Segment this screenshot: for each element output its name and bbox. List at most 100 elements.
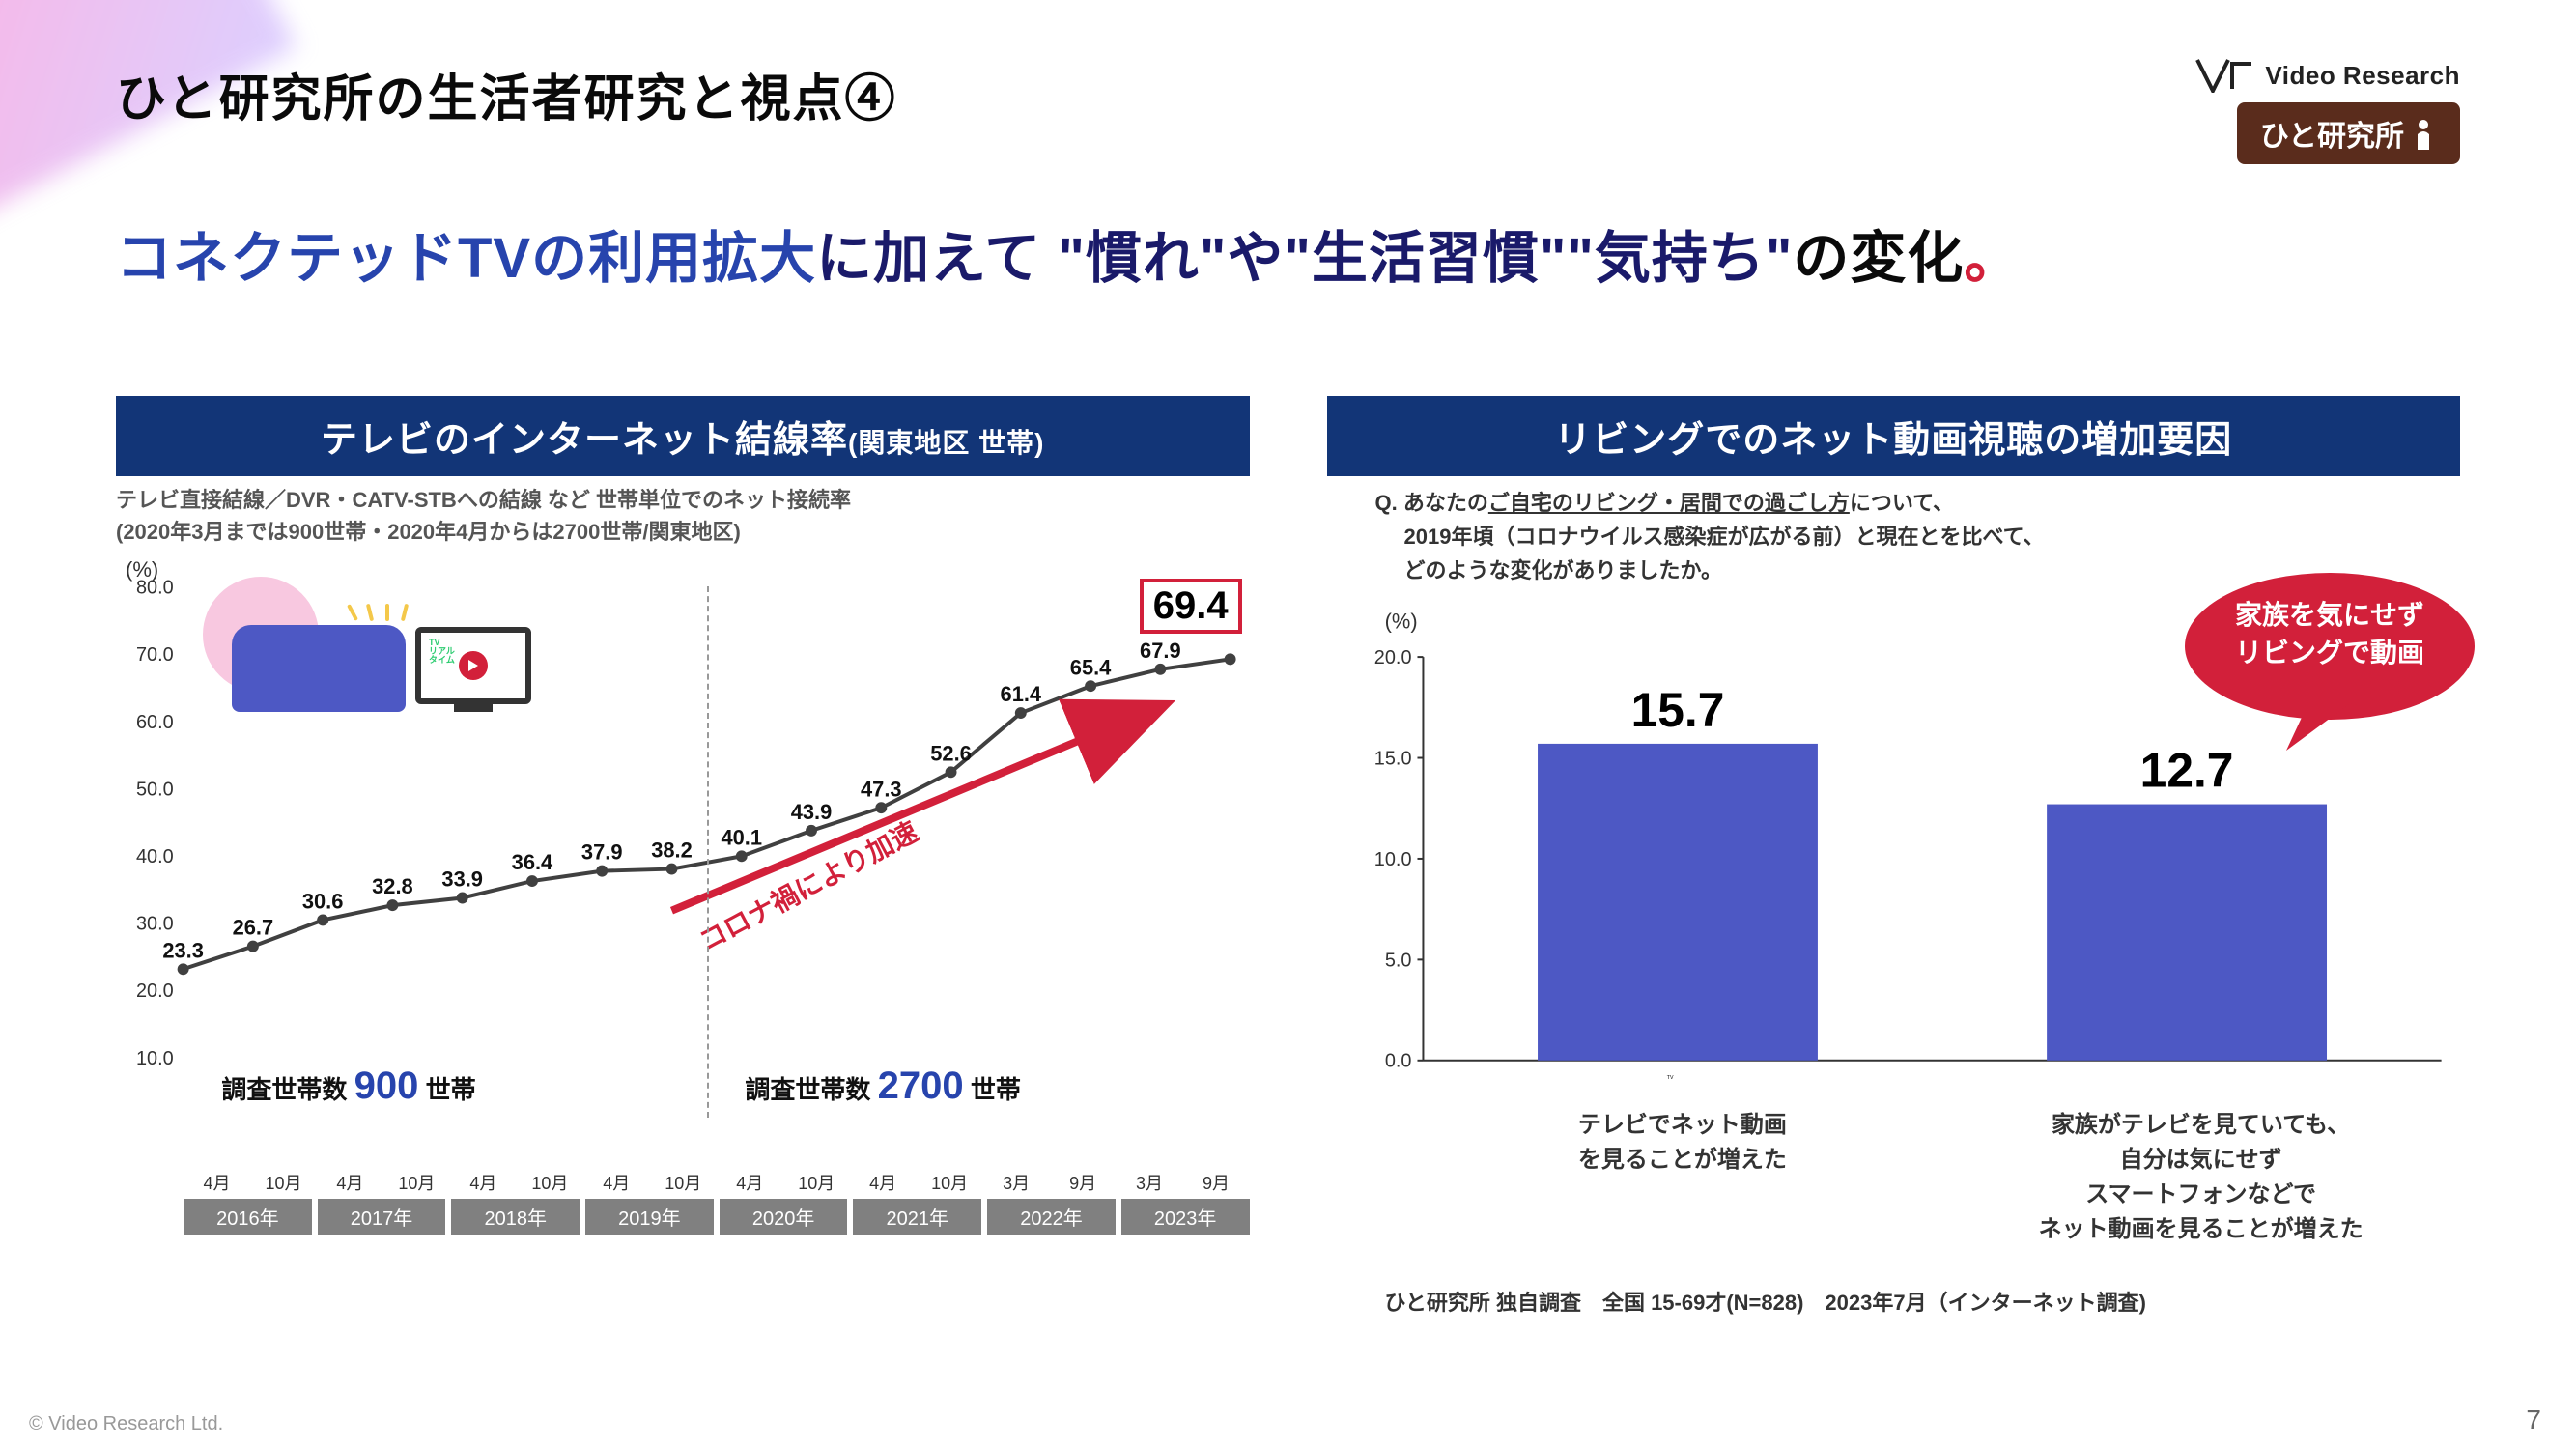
headline-quote-1: "慣れ"	[1058, 227, 1227, 290]
table-icon	[2138, 1073, 2254, 1117]
left-sub-1: テレビ直接結線／DVR・CATV-STBへの結線 など 世帯単位でのネット接続率	[116, 488, 851, 512]
bar-chart: (%)0.05.010.015.020.015.712.7 家族を気にせず リビ…	[1327, 598, 2461, 1100]
pink-circle-icon	[1568, 1009, 1633, 1074]
play-icon	[459, 651, 488, 680]
svg-text:40.1: 40.1	[721, 825, 762, 849]
q-line3: どのような変化がありましたか。	[1375, 554, 1723, 587]
q-prefix: Q. あなたの	[1375, 491, 1488, 515]
svg-text:15.0: 15.0	[1373, 748, 1411, 769]
year-cell: 2023年	[1121, 1199, 1250, 1235]
couch-icon	[232, 625, 406, 712]
video-research-logo: Video Research	[2195, 58, 2460, 93]
svg-text:0.0: 0.0	[1384, 1050, 1411, 1071]
svg-text:36.4: 36.4	[512, 850, 553, 874]
callout-line1: 家族を気にせず	[2235, 600, 2424, 630]
copyright: © Video Research Ltd.	[29, 1413, 223, 1435]
year-cell: 2021年	[853, 1199, 981, 1235]
tv-stand-icon	[2080, 1113, 2097, 1117]
svg-text:26.7: 26.7	[233, 916, 274, 940]
month-axis: 4月10月4月10月4月10月4月10月4月10月4月10月3月9月3月9月	[116, 1170, 1250, 1195]
headline-quote-3: "気持ち"	[1567, 227, 1793, 290]
month-tick: 4月	[717, 1170, 783, 1195]
right-panel: リビングでのネット動画視聴の増加要因 Q. あなたのご自宅のリビング・居間での過…	[1327, 396, 2461, 1317]
q-underline: ご自宅のリビング・居間での過ごし方	[1488, 491, 1850, 515]
survey-count-post: 調査世帯数 2700 世帯	[745, 1065, 1020, 1108]
year-cell: 2019年	[585, 1199, 714, 1235]
month-tick: 10月	[383, 1170, 450, 1195]
year-cell: 2017年	[318, 1199, 446, 1235]
tv-screen-icon: TVリアルタイム	[415, 627, 531, 704]
month-tick: 9月	[1183, 1170, 1250, 1195]
year-cell: 2020年	[720, 1199, 848, 1235]
page-number: 7	[2526, 1405, 2541, 1435]
svg-text:80.0: 80.0	[136, 578, 174, 599]
year-cell: 2022年	[987, 1199, 1116, 1235]
month-tick: 3月	[983, 1170, 1050, 1195]
hito-badge-text: ひと研究所	[2260, 112, 2404, 155]
right-footnote: ひと研究所 独自調査 全国 15-69才(N=828) 2023年7月（インター…	[1327, 1286, 2461, 1317]
month-tick: 10月	[517, 1170, 583, 1195]
tv-screen-icon	[2080, 1077, 2131, 1114]
month-tick: 4月	[450, 1170, 517, 1195]
play-icon	[1666, 1081, 1683, 1097]
header: ひと研究所の生活者研究と視点④ Video Research ひと研究所	[116, 58, 2460, 164]
svg-text:32.8: 32.8	[372, 874, 413, 898]
svg-text:52.6: 52.6	[930, 741, 972, 765]
line-chart: (%) 10.020.030.040.050.060.070.080.023.3…	[116, 557, 1250, 1166]
left-header-main: テレビのインターネット結線率	[321, 420, 848, 461]
left-header-small: (関東地区 世帯)	[848, 428, 1044, 458]
year-cell: 2018年	[451, 1199, 580, 1235]
svg-text:67.9: 67.9	[1140, 639, 1181, 663]
headline-quote-2: "生活習慣"	[1284, 227, 1567, 290]
play-icon	[2080, 1077, 2093, 1091]
svg-text:61.4: 61.4	[1001, 682, 1042, 706]
tv-small-2	[2080, 1077, 2131, 1117]
month-tick: 4月	[583, 1170, 650, 1195]
final-value-box: 69.4	[1140, 579, 1242, 634]
tv-screen-icon: TV	[1666, 1075, 1729, 1118]
left-sub-2: (2020年3月までは900世帯・2020年4月からは2700世帯/関東地区)	[116, 520, 741, 544]
page-title: ひと研究所の生活者研究と視点④	[116, 58, 896, 130]
month-tick: 10月	[250, 1170, 317, 1195]
headline-dark-1: に加えて	[816, 227, 1058, 290]
q-line2: 2019年頃（コロナウイルス感染症が広がる前）と現在とを比べて、	[1375, 520, 2045, 554]
vr-mark-icon	[2195, 58, 2253, 93]
month-tick: 4月	[317, 1170, 383, 1195]
svg-text:15.7: 15.7	[1630, 683, 1724, 737]
month-tick: 10月	[783, 1170, 850, 1195]
logo-block: Video Research ひと研究所	[2195, 58, 2460, 164]
bar1-illustration: TV	[1568, 1009, 1729, 1122]
bar-caption: テレビでネット動画を見ることが増えた	[1424, 1108, 1942, 1247]
month-tick: 10月	[650, 1170, 717, 1195]
tv-stand-icon	[454, 704, 493, 712]
svg-text:43.9: 43.9	[791, 800, 833, 824]
hito-lab-badge: ひと研究所	[2237, 102, 2460, 164]
left-panel-header: テレビのインターネット結線率(関東地区 世帯)	[116, 396, 1250, 476]
survey-prefix-1: 調査世帯数	[221, 1075, 354, 1104]
headline-trail: の変化	[1793, 227, 1964, 290]
headline-accent: コネクテッドTVの利用拡大	[116, 227, 816, 290]
svg-text:10.0: 10.0	[1373, 848, 1411, 869]
svg-text:20.0: 20.0	[136, 980, 174, 1002]
tv-glow-icon	[343, 604, 420, 627]
year-axis: 2016年2017年2018年2019年2020年2021年2022年2023年	[184, 1199, 1250, 1235]
svg-text:5.0: 5.0	[1384, 950, 1411, 971]
svg-text:33.9: 33.9	[441, 867, 483, 892]
svg-text:50.0: 50.0	[136, 779, 174, 800]
svg-text:40.0: 40.0	[136, 846, 174, 867]
family-watching-tv-illustration: TVリアルタイム	[232, 625, 531, 712]
month-tick: 9月	[1050, 1170, 1117, 1195]
survey-num-pre: 900	[354, 1065, 419, 1107]
svg-text:47.3: 47.3	[861, 777, 902, 801]
svg-text:10.0: 10.0	[136, 1048, 174, 1069]
left-subtitle: テレビ直接結線／DVR・CATV-STBへの結線 など 世帯単位でのネット接続率…	[116, 484, 1250, 548]
month-tick: 3月	[1117, 1170, 1183, 1195]
survey-suffix-1: 世帯	[418, 1075, 475, 1104]
svg-text:37.9: 37.9	[581, 840, 623, 865]
bar-captions: テレビでネット動画を見ることが増えた家族がテレビを見ていても、自分は気にせずスマ…	[1327, 1100, 2461, 1247]
bar-caption: 家族がテレビを見ていても、自分は気にせずスマートフォンなどでネット動画を見ること…	[1941, 1108, 2460, 1247]
month-tick: 10月	[917, 1170, 983, 1195]
tv-stand-icon	[1666, 1118, 1686, 1122]
svg-text:(%): (%)	[1384, 609, 1417, 633]
month-tick: 4月	[184, 1170, 250, 1195]
